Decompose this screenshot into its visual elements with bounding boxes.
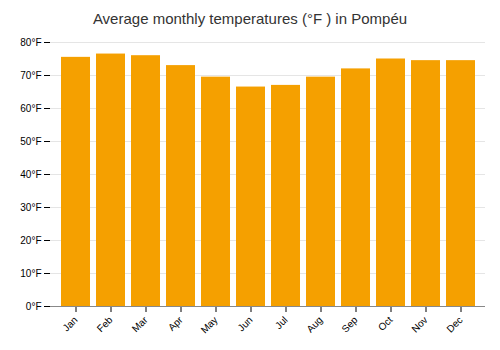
svg-text:Jul: Jul [273, 314, 290, 331]
svg-text:Oct: Oct [376, 314, 395, 333]
svg-text:30°F: 30°F [20, 202, 41, 213]
svg-text:70°F: 70°F [20, 70, 41, 81]
svg-text:Dec: Dec [444, 314, 464, 334]
svg-text:60°F: 60°F [20, 103, 41, 114]
svg-text:Aug: Aug [304, 314, 324, 334]
svg-text:Apr: Apr [166, 314, 185, 333]
svg-text:0°F: 0°F [26, 301, 42, 312]
svg-text:Mar: Mar [130, 314, 150, 334]
svg-text:80°F: 80°F [20, 37, 41, 48]
svg-text:Jan: Jan [60, 314, 79, 333]
html-text:Average monthly temperatures (: Average monthly temperatures (°F ) in Po… [92, 10, 408, 27]
svg-text:20°F: 20°F [20, 235, 41, 246]
svg-text:Jun: Jun [235, 314, 254, 333]
svg-text:May: May [199, 314, 220, 335]
svg-text:50°F: 50°F [20, 136, 41, 147]
svg-text:Sep: Sep [339, 314, 360, 335]
svg-text:40°F: 40°F [20, 169, 41, 180]
svg-text:10°F: 10°F [20, 268, 41, 279]
svg-text:Feb: Feb [95, 314, 115, 334]
svg-text:Nov: Nov [409, 314, 429, 334]
